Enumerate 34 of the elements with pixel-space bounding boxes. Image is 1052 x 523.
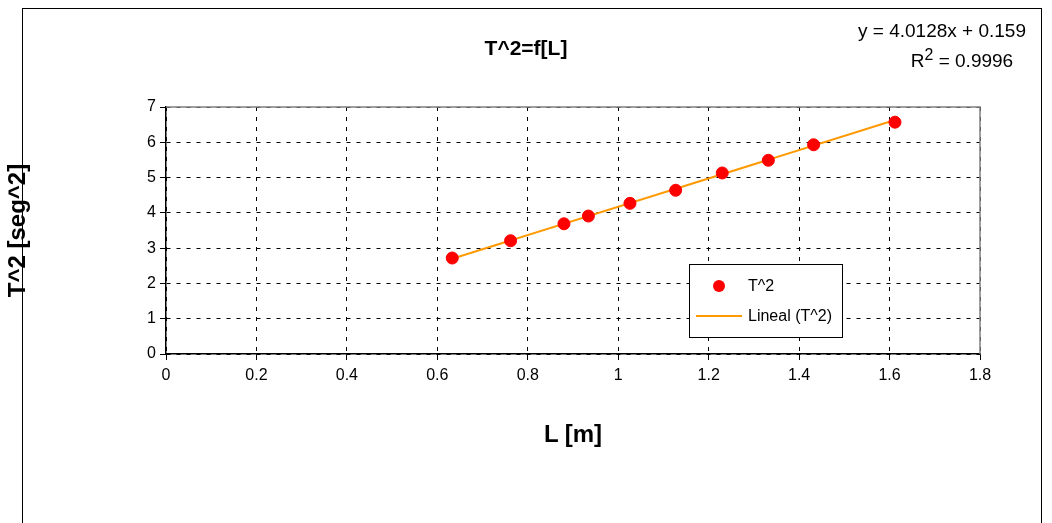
x-tick-label: 0.2 xyxy=(245,366,268,384)
text: R$^{2}$ = 0.9996 xyxy=(909,44,1015,73)
y-tick-label: 7 xyxy=(147,97,157,115)
legend-label: Lineal (T^2) xyxy=(748,307,832,325)
legend-label: T^2 xyxy=(748,277,775,295)
x-tick-label: 1 xyxy=(613,366,623,384)
y-tick-label: 2 xyxy=(147,273,157,291)
point xyxy=(445,251,459,265)
y-tick-label: 1 xyxy=(147,309,157,327)
y-tick-label: 0 xyxy=(147,344,157,362)
point xyxy=(888,115,902,129)
x-axis-title: L [m] xyxy=(543,420,603,448)
y-tick-label: 4 xyxy=(147,203,157,221)
y-tick-label: 6 xyxy=(147,132,157,150)
x-tick-label: 0 xyxy=(161,366,171,384)
x-tick-label: 0.4 xyxy=(335,366,359,384)
point xyxy=(715,166,729,180)
chart-title: T^2=f[L] xyxy=(484,36,568,59)
point xyxy=(669,183,683,197)
point xyxy=(623,196,637,210)
point xyxy=(807,138,821,152)
x-tick-label: 0.6 xyxy=(426,366,449,384)
point xyxy=(761,153,775,167)
point xyxy=(504,234,518,248)
y-tick-label: 5 xyxy=(147,167,157,185)
x-tick-label: 1.2 xyxy=(697,366,720,384)
x-tick-label: 1.6 xyxy=(878,366,901,384)
y-tick-label: 3 xyxy=(147,238,157,256)
x-tick-label: 1.8 xyxy=(968,366,992,384)
x-tick-label: 1.4 xyxy=(787,366,811,384)
point xyxy=(581,209,595,223)
point xyxy=(557,217,571,231)
text: y = 4.0128x + 0.159 xyxy=(858,19,1026,43)
x-tick-label: 0.8 xyxy=(516,366,539,384)
